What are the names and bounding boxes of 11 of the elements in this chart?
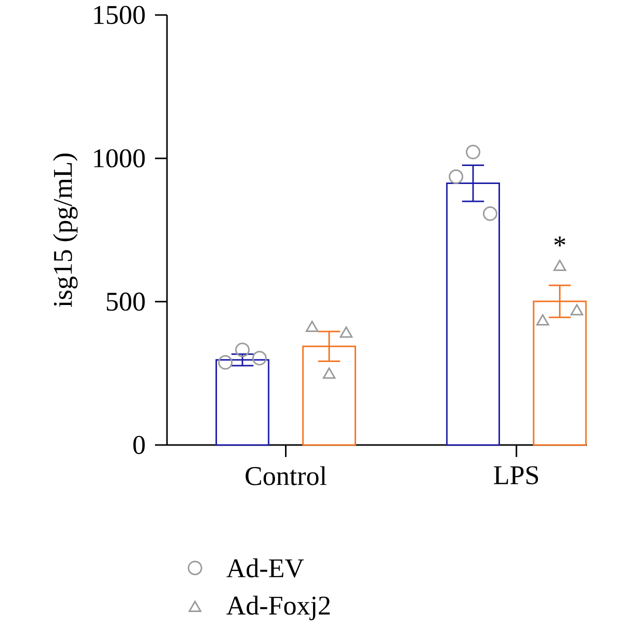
x-tick-label: Control (246, 466, 327, 486)
y-tick-label: 1000 (94, 149, 145, 168)
annotation: * (554, 236, 566, 246)
legend-label: Ad-EV (226, 558, 304, 578)
bar (215, 359, 270, 446)
legend-label: Ad-Foxj2 (226, 596, 330, 620)
x-tick-label: LPS (494, 466, 538, 484)
y-tick-label: 0 (133, 436, 145, 454)
y-axis-title: isg15 (pg/mL) (53, 154, 78, 308)
y-tick-label: 500 (106, 292, 145, 311)
y-tick-label: 1500 (94, 6, 145, 24)
